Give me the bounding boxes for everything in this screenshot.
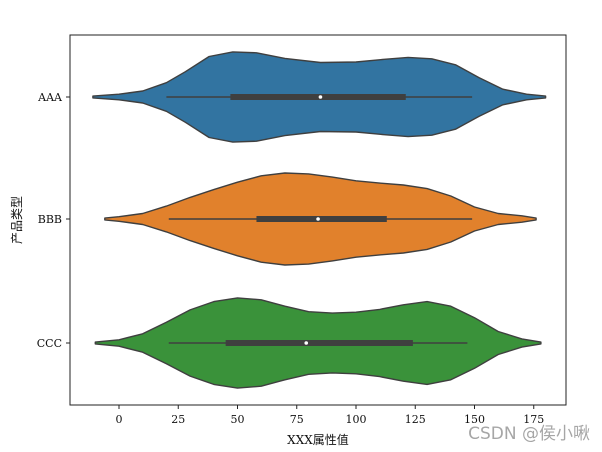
y-tick-label-ccc: CCC: [37, 337, 62, 350]
median-point-aaa: [318, 95, 323, 99]
y-tick-label-aaa: AAA: [37, 91, 63, 104]
x-tick-label-100: 100: [346, 413, 367, 426]
x-tick-label-125: 125: [405, 413, 426, 426]
x-tick-label-150: 150: [464, 413, 485, 426]
y-axis: AAA BBB CCC: [37, 91, 70, 350]
y-tick-label-bbb: BBB: [38, 213, 62, 226]
watermark: CSDN @侯小啾: [468, 424, 590, 444]
x-tick-label-175: 175: [523, 413, 544, 426]
x-tick-label-50: 50: [231, 413, 245, 426]
y-axis-label: 产品类型: [10, 196, 24, 244]
iqr-box-bbb: [256, 216, 387, 222]
x-tick-label-75: 75: [290, 413, 304, 426]
x-tick-label-0: 0: [116, 413, 123, 426]
plot-frame: [69, 34, 567, 406]
median-point-bbb: [316, 217, 320, 221]
x-axis-label: XXX属性值: [287, 432, 349, 447]
box-layer: [166, 94, 473, 346]
x-axis: 0 25 50 75 100 125 150 175: [116, 405, 544, 426]
iqr-box-ccc: [225, 340, 413, 346]
x-tick-label-25: 25: [171, 413, 185, 426]
iqr-box-aaa: [230, 94, 406, 100]
median-point-ccc: [304, 341, 309, 345]
